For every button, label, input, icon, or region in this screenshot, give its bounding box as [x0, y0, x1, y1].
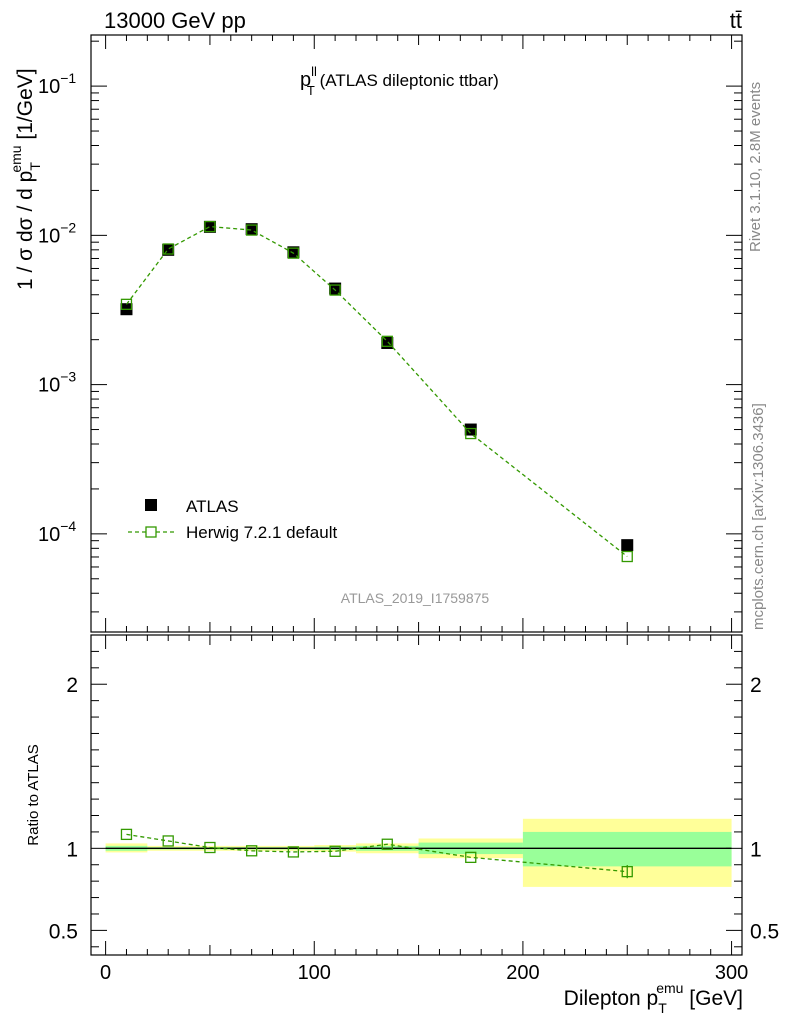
ratio-axes: 0 100 200 3000.5 0.51 12 2	[49, 635, 779, 984]
y-tick-label: 10−4	[38, 518, 76, 546]
x-tick-label: 100	[298, 962, 331, 984]
y-tick-label: 10−2	[38, 219, 76, 247]
ratio-frame	[90, 634, 743, 956]
atlas-data-point	[621, 539, 634, 552]
ratio-y-tick-label: 0.5	[49, 920, 78, 943]
plot-title-sub: T	[307, 83, 315, 98]
main-axes: 10−1 10−2 10−3 10−4	[38, 35, 742, 632]
main-panel: 10−1 10−2 10−3 10−4 pll T (ATLAS dileptonic …	[8, 34, 743, 633]
herwig-point	[162, 243, 174, 255]
herwig-point	[381, 335, 393, 347]
band-stat	[522, 831, 732, 867]
mcplots-label: mcplots.cern.ch [arXiv:1306.3436]	[750, 403, 767, 630]
ratio-y-tick-label: 2	[66, 674, 78, 697]
main-marks	[120, 220, 634, 563]
main-frame	[90, 34, 743, 633]
legend: ATLAS Herwig 7.2.1 default	[128, 497, 337, 542]
ratio-herwig-line	[126, 833, 628, 873]
ratio-herwig-point	[381, 838, 393, 850]
ratio-marks	[105, 818, 732, 887]
herwig-point	[329, 284, 341, 296]
ratio-herwig-point	[287, 846, 300, 858]
ratio-y-tick-label-right: 2	[750, 674, 762, 697]
plot-title-p: p	[300, 69, 311, 91]
ratio-panel: 0 100 200 3000.5 0.51 12 2 Ratio to ATLAS Dile…	[25, 634, 779, 1016]
atlas-data-point	[287, 246, 300, 259]
ratio-herwig-point	[162, 835, 174, 847]
herwig-point	[621, 550, 633, 563]
herwig-point	[287, 247, 300, 259]
x-tick-label: 0	[100, 962, 111, 984]
process-label: tt̄	[730, 8, 742, 33]
main-ylabel: 1 / σ dσ / d pTemu [1/GeV]	[8, 68, 43, 290]
legend-atlas-label: ATLAS	[186, 497, 239, 516]
herwig-line	[125, 225, 628, 558]
plot-title: pll T (ATLAS dileptonic ttbar)	[300, 64, 499, 98]
legend-atlas-marker	[145, 499, 157, 511]
atlas-data-point	[381, 337, 394, 350]
ratio-herwig-point	[329, 845, 341, 857]
herwig-point	[246, 224, 258, 236]
ratio-y-tick-label-right: 1	[750, 838, 762, 861]
ratio-y-tick-label: 1	[66, 838, 78, 861]
ratio-xlabel: Dilepton pTemu [GeV]	[564, 980, 743, 1016]
ratio-herwig-point	[465, 851, 477, 864]
rivet-version-label: Rivet 3.1.10, 2.8M events	[747, 82, 764, 252]
x-tick-label: 200	[506, 962, 539, 984]
analysis-id: ATLAS_2019_I1759875	[341, 590, 490, 606]
atlas-data-point	[245, 223, 258, 236]
energy-label: 13000 GeV pp	[104, 8, 246, 33]
ratio-herwig-point	[120, 828, 133, 841]
y-tick-label: 10−3	[38, 369, 76, 397]
herwig-point	[120, 298, 133, 310]
ratio-herwig-point	[246, 845, 258, 857]
plot-title-rest: (ATLAS dileptonic ttbar)	[315, 71, 499, 90]
ratio-herwig-point	[204, 841, 216, 854]
x-tick-label: 300	[715, 962, 748, 984]
atlas-data-point	[329, 282, 342, 295]
y-tick-label: 10−1	[38, 70, 76, 98]
legend-herwig-marker	[145, 526, 157, 538]
atlas-data-point	[203, 220, 216, 233]
ratio-herwig-point	[621, 865, 633, 878]
plot-title-sup: ll	[311, 64, 317, 79]
atlas-data-point	[464, 423, 477, 436]
ratio-y-tick-label-right: 0.5	[750, 920, 779, 943]
herwig-point	[465, 427, 477, 440]
legend-herwig-label: Herwig 7.2.1 default	[186, 523, 337, 542]
herwig-point	[204, 220, 216, 233]
ratio-ylabel: Ratio to ATLAS	[25, 744, 42, 845]
